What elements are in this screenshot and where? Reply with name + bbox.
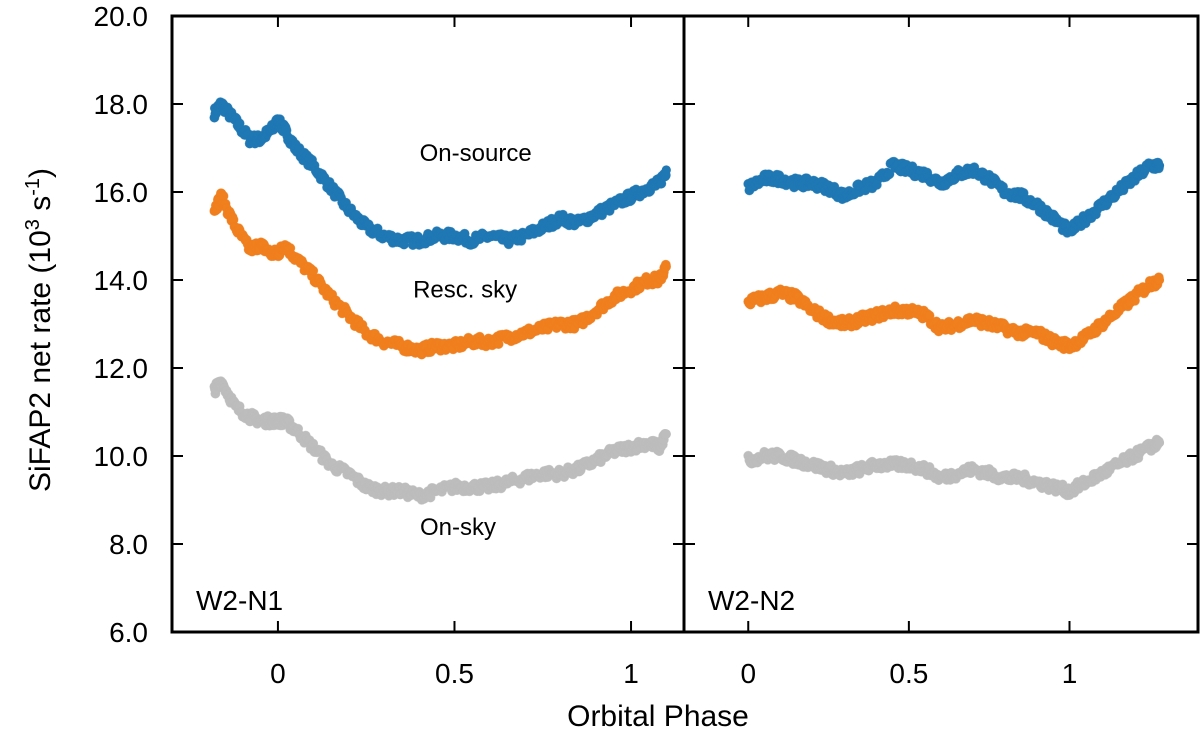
y-tick-label: 16.0 <box>94 177 149 208</box>
series-on-source-panel-1 <box>209 97 671 250</box>
panel-frame-2 <box>682 14 1200 634</box>
y-axis-title-close: ) <box>24 168 57 178</box>
data-point <box>661 429 671 439</box>
data-point <box>884 169 895 180</box>
y-axis-title: SiFAP2 net rate (103 s-1) <box>22 168 57 492</box>
data-point <box>1154 161 1165 171</box>
series-on-source-panel-2 <box>743 156 1165 238</box>
y-tick-label: 10.0 <box>94 441 149 472</box>
y-axis-title-main: SiFAP2 net rate (10 <box>24 230 57 492</box>
x-tick-label: 1 <box>1062 658 1078 689</box>
series-resc-sky-panel-2 <box>743 272 1165 355</box>
x-tick-label: 0.5 <box>889 658 928 689</box>
x-axis-title: Orbital Phase <box>567 700 749 731</box>
data-point <box>1154 275 1165 285</box>
data-point <box>661 165 671 175</box>
y-tick-label: 20.0 <box>94 1 149 32</box>
data-point <box>1154 438 1165 448</box>
x-tick-label: 1 <box>623 658 639 689</box>
axes-layer: 0 0.5 1 W2-N1 On-source Resc. sky On-sky 0 0.5 1 W… <box>94 1 1200 689</box>
y-tick-label: 14.0 <box>94 265 149 296</box>
data-point <box>308 265 319 276</box>
series-on-sky-panel-2 <box>743 434 1165 501</box>
series-on-sky-panel-1 <box>209 376 671 505</box>
y-axis-title-exp1: 3 <box>22 219 44 230</box>
panel-label-w2-n1: W2-N1 <box>196 585 283 616</box>
y-tick-label: 12.0 <box>94 353 149 384</box>
x-tick-label: 0.5 <box>435 658 474 689</box>
y-tick-label: 8.0 <box>109 529 148 560</box>
series-resc-sky-panel-1 <box>209 188 671 360</box>
y-axis-title-exp2: -1 <box>22 178 44 196</box>
y-tick-label: 6.0 <box>109 617 148 648</box>
plot-layer <box>209 97 1165 505</box>
annotation-on-source: On-source <box>420 140 532 167</box>
y-axis-title-unit: s <box>24 196 57 219</box>
data-point <box>661 262 671 272</box>
y-tick-label: 18.0 <box>94 89 149 120</box>
x-tick-label: 0 <box>270 658 286 689</box>
annotation-on-sky: On-sky <box>420 514 496 541</box>
annotation-resc-sky: Resc. sky <box>413 277 517 304</box>
x-tick-label: 0 <box>740 658 756 689</box>
panel-label-w2-n2: W2-N2 <box>708 585 795 616</box>
